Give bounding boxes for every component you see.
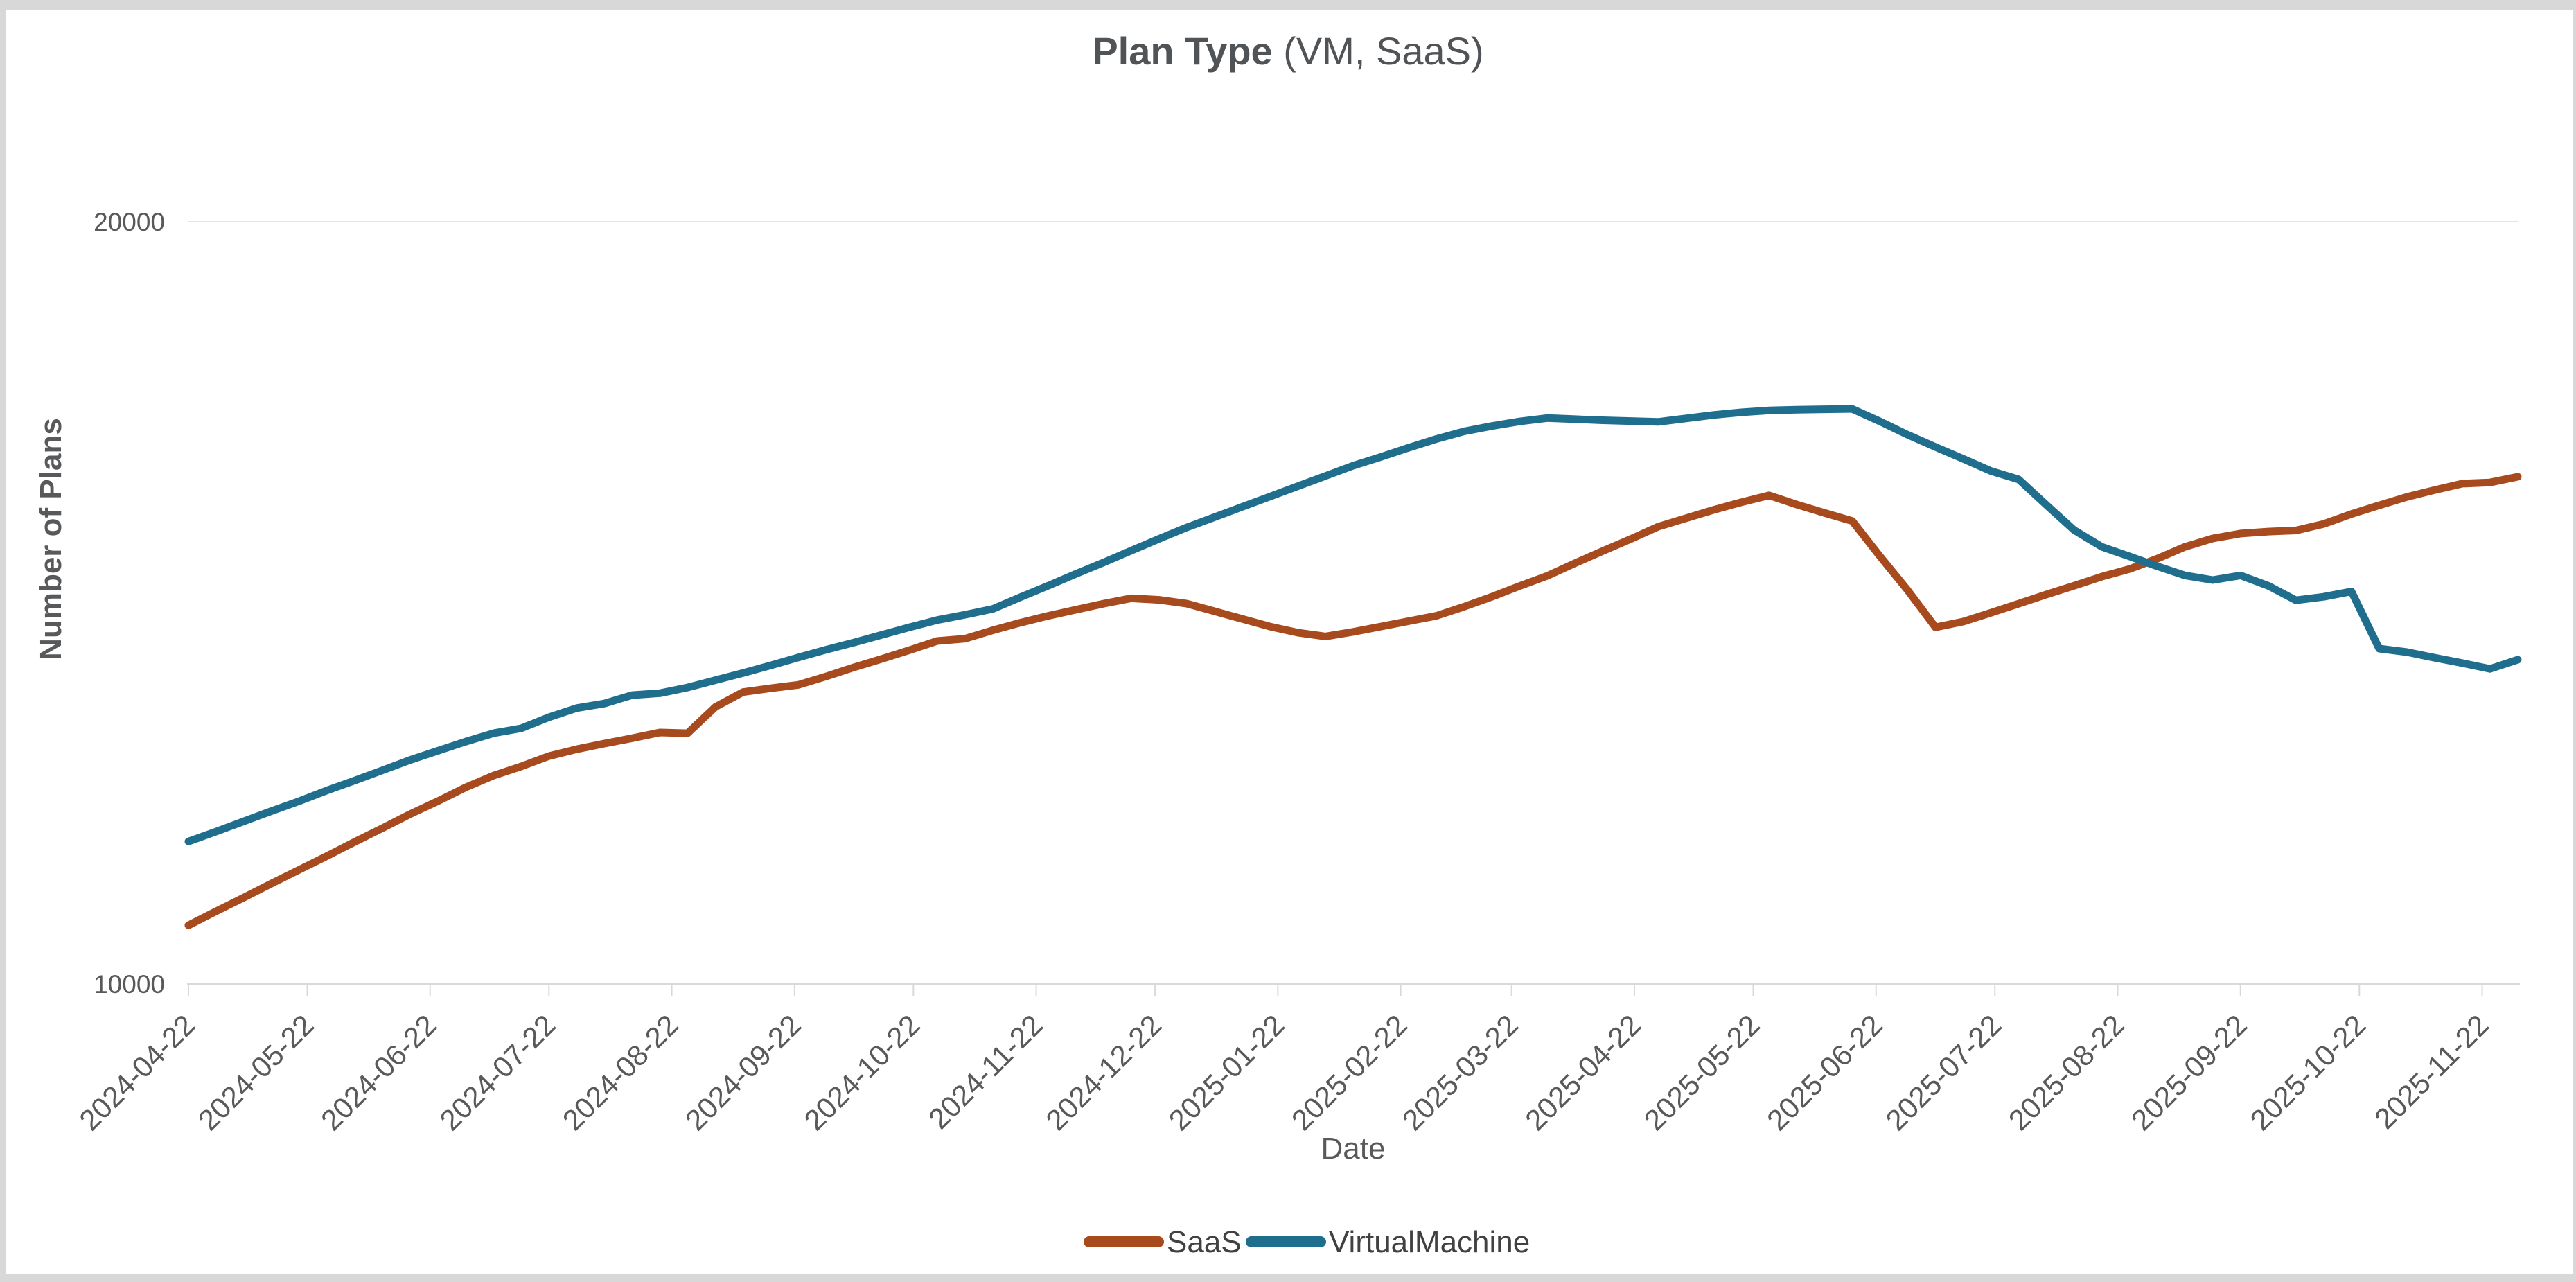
legend-label-virtualmachine: VirtualMachine xyxy=(1329,1225,1530,1259)
y-tick-label-10000: 10000 xyxy=(94,970,165,999)
chart-title-suffix: (VM, SaaS) xyxy=(1273,29,1484,73)
chart-title: Plan Type (VM, SaaS) xyxy=(1092,29,1483,73)
y-axis-label: Number of Plans xyxy=(34,418,68,660)
legend: SaaS VirtualMachine xyxy=(1084,1225,1530,1259)
series-lines xyxy=(184,405,2522,929)
y-tick-label-20000: 20000 xyxy=(94,208,165,236)
series-line-saas xyxy=(184,473,2522,929)
series-line-virtualmachine xyxy=(184,405,2522,845)
chart-title-main: Plan Type xyxy=(1092,29,1272,73)
x-axis-label: Date xyxy=(1321,1132,1386,1166)
legend-label-saas: SaaS xyxy=(1167,1225,1242,1259)
